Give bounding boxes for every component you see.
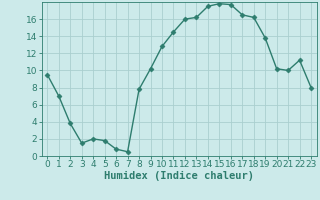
X-axis label: Humidex (Indice chaleur): Humidex (Indice chaleur)	[104, 171, 254, 181]
